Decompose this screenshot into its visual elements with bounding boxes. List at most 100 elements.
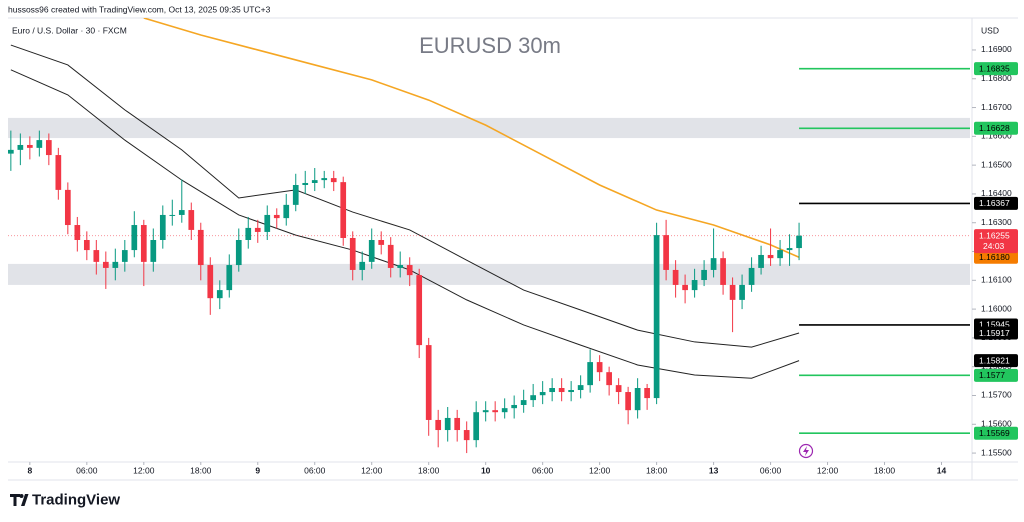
candle-body	[653, 235, 660, 399]
x-tick-label: 06:00	[76, 465, 98, 475]
candle-body	[93, 250, 100, 262]
price-axis: 1.16900 1.16800 1.16700 1.16600 1.16500 1.164…	[972, 44, 1018, 457]
plot-area	[8, 18, 970, 454]
candle-body	[663, 235, 669, 270]
candle-body	[549, 388, 556, 393]
candle-body	[729, 284, 736, 300]
y-tick-label: 1.16800	[981, 73, 1012, 83]
candle-body	[739, 284, 745, 300]
candle-body	[235, 240, 242, 266]
candle-body	[178, 210, 185, 215]
price-label: 1.16835	[979, 63, 1010, 73]
x-tick-label: 12:00	[817, 465, 839, 475]
candle-body	[720, 258, 726, 285]
x-tick-label: 06:00	[304, 465, 326, 475]
candle-body	[159, 214, 166, 240]
price-label-box	[974, 250, 1018, 264]
candle-body	[587, 362, 593, 386]
candle-body	[140, 225, 147, 262]
candle-body	[254, 227, 261, 232]
candle-body	[378, 240, 385, 245]
candle-body	[340, 182, 347, 238]
y-tick-label: 1.16300	[981, 217, 1012, 227]
candle-body	[311, 180, 318, 183]
x-tick-label: 12:00	[589, 465, 611, 475]
countdown: 24:03	[983, 241, 1005, 251]
last-price-label: 1.16255	[979, 230, 1010, 240]
candle-body	[216, 290, 223, 299]
candle-body	[625, 392, 631, 411]
price-label-box	[974, 368, 1018, 382]
price-label: 1.16367	[979, 198, 1010, 208]
x-tick-label: 13	[709, 465, 719, 475]
chart-title: EURUSD 30m	[419, 33, 561, 58]
candle-body	[691, 280, 698, 291]
candle-body	[615, 385, 622, 393]
candle-body	[397, 265, 404, 268]
candle-body	[102, 261, 109, 268]
candle-body	[359, 261, 366, 270]
candle-body	[169, 214, 176, 216]
y-tick-label: 1.15500	[981, 447, 1012, 457]
price-label-box	[974, 62, 1018, 76]
price-label-box	[974, 196, 1018, 210]
candle-body	[482, 410, 489, 413]
candle-body	[577, 385, 584, 391]
y-tick-label: 1.16100	[981, 275, 1012, 285]
candle-body	[672, 269, 679, 285]
candle-body	[520, 400, 527, 405]
candle-body	[321, 178, 328, 181]
candle-body	[387, 244, 394, 268]
candle-body	[530, 395, 537, 401]
x-tick-label: 12:00	[361, 465, 383, 475]
candle-body	[17, 144, 24, 150]
candle-body	[454, 417, 461, 431]
candle-body	[112, 261, 119, 268]
candle-body	[292, 185, 299, 205]
zone	[8, 263, 970, 285]
candle-body	[634, 388, 641, 411]
x-tick-label: 18:00	[418, 465, 440, 475]
x-tick-label: 14	[937, 465, 947, 475]
price-label: 1.15917	[979, 328, 1010, 338]
y-tick-label: 1.15600	[981, 419, 1012, 429]
currency: USD	[981, 25, 999, 35]
candle-body	[644, 388, 650, 399]
candle-body	[473, 412, 480, 441]
candle-body	[330, 178, 337, 183]
logo-text: TradingView	[32, 491, 120, 508]
candle-body	[558, 388, 565, 393]
y-tick-label: 1.16400	[981, 188, 1012, 198]
candle-body	[444, 417, 451, 431]
alert-icon[interactable]	[798, 443, 814, 459]
x-tick-label: 9	[255, 465, 260, 475]
last-price-box	[974, 229, 1018, 254]
candle-body	[83, 240, 90, 251]
candle-body	[701, 269, 707, 281]
price-label: 1.15945	[979, 320, 1010, 330]
candle-body	[64, 189, 71, 226]
candle-body	[492, 410, 499, 413]
symbol: Euro / U.S. Dollar · 30 · FXCM	[12, 25, 127, 35]
candle-body	[207, 265, 214, 299]
candle-body	[796, 235, 802, 249]
candle-body	[349, 237, 356, 270]
header: hussoss96 created with TradingView.com, …	[8, 4, 271, 14]
indicator-line	[10, 44, 800, 348]
x-tick-label: 10	[481, 465, 491, 475]
candle-body	[131, 225, 138, 251]
x-tick-label: 12:00	[133, 465, 155, 475]
candle-body	[55, 155, 62, 190]
y-tick-label: 1.16600	[981, 131, 1012, 141]
y-tick-label: 1.16500	[981, 159, 1012, 169]
x-tick-label: 18:00	[646, 465, 668, 475]
candle-body	[748, 267, 755, 285]
candle-body	[568, 390, 574, 393]
candle-body	[45, 140, 52, 156]
candle-body	[74, 225, 81, 240]
candle-body	[283, 204, 290, 219]
price-label: 1.15821	[979, 355, 1010, 365]
price-label-box	[974, 121, 1018, 135]
candle-body	[786, 248, 793, 251]
